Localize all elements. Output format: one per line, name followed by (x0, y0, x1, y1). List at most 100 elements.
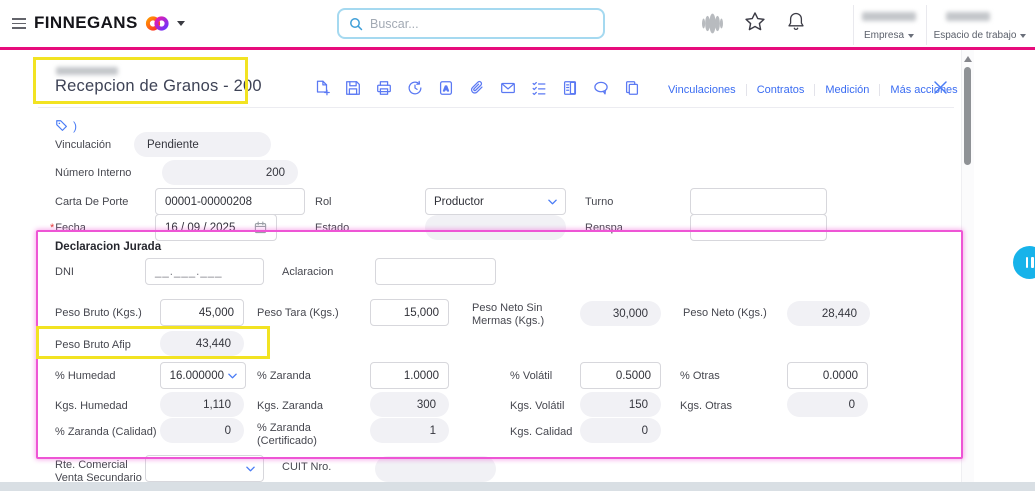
star-icon[interactable] (744, 11, 766, 33)
field-label: Rol (315, 196, 332, 208)
workspace-selector-label: Espacio de trabajo (933, 30, 1017, 41)
field-label: Peso Neto Sin Mermas (Kgs.) (472, 302, 545, 327)
document-a-icon[interactable]: A (437, 79, 455, 97)
topbar: FINNEGANS Buscar... (0, 0, 1035, 50)
link-contratos[interactable]: Contratos (747, 84, 816, 96)
chevron-down-icon (246, 466, 255, 471)
kgs-humedad-value: 1,110 (160, 392, 244, 417)
peso-neto-sin-mermas-value: 30,000 (580, 301, 661, 326)
calendar-icon[interactable] (254, 221, 267, 234)
search-input[interactable]: Buscar... (337, 8, 605, 39)
turno-input[interactable] (690, 188, 827, 215)
field-label: % Zaranda (Calidad) (55, 426, 157, 438)
kgs-otras-value: 0 (787, 392, 868, 417)
divider (853, 5, 854, 45)
aclaracion-input[interactable] (375, 258, 496, 285)
field-label: *Fecha (50, 222, 86, 234)
print-icon[interactable] (375, 79, 393, 97)
pause-icon (1031, 257, 1034, 268)
pct-otras-input[interactable]: 0.0000 (787, 362, 868, 389)
kgs-zaranda-value: 300 (370, 392, 449, 417)
email-icon[interactable] (499, 79, 517, 97)
field-label: Kgs. Zaranda (257, 400, 324, 412)
assistant-icon[interactable] (699, 10, 726, 37)
report-icon[interactable] (561, 79, 579, 97)
brand[interactable]: FINNEGANS (34, 13, 185, 33)
document-toolbar: A (313, 79, 641, 97)
rol-select[interactable]: Productor (425, 188, 566, 215)
comment-icon[interactable] (592, 79, 610, 97)
chevron-down-icon (1020, 34, 1027, 38)
chevron-down-icon (908, 34, 914, 38)
company-selector-label: Empresa (863, 30, 904, 41)
pct-zaranda-input[interactable]: 1.0000 (370, 362, 449, 389)
cuit-nro-value (375, 456, 496, 482)
pause-icon (1025, 257, 1028, 268)
attachment-icon[interactable] (468, 79, 486, 97)
numero-interno-value: 200 (162, 160, 298, 185)
tag-control[interactable]: ) (55, 119, 77, 133)
field-label: Número Interno (55, 167, 132, 179)
field-label: Aclaracion (282, 266, 334, 278)
link-medicion[interactable]: Medición (815, 84, 881, 96)
field-label: % Zaranda (Certificado) (257, 422, 317, 447)
field-label: Kgs. Otras (680, 400, 732, 412)
redacted-company-name (862, 12, 916, 21)
link-vinculaciones[interactable]: Vinculaciones (658, 84, 747, 96)
pct-volatil-input[interactable]: 0.5000 (580, 362, 661, 389)
field-label: % Otras (680, 370, 720, 382)
scroll-up-icon[interactable] (964, 56, 972, 62)
peso-bruto-input[interactable]: 45,000 (160, 299, 244, 326)
field-label: Peso Bruto (Kgs.) (55, 307, 142, 319)
close-icon[interactable] (933, 80, 948, 95)
peso-bruto-afip-value: 43,440 (160, 331, 244, 356)
dni-input[interactable]: __.___.___ (145, 258, 264, 285)
save-icon[interactable] (344, 79, 362, 97)
bottom-edge-strip (0, 482, 1035, 491)
brand-caret-down-icon[interactable] (176, 20, 185, 26)
field-label: Kgs. Calidad (510, 426, 573, 438)
kgs-calidad-value: 0 (580, 418, 661, 443)
brand-name: FINNEGANS (34, 13, 138, 32)
svg-text:A: A (443, 84, 449, 93)
history-icon[interactable] (406, 79, 424, 97)
section-heading: Declaracion Jurada (55, 241, 162, 253)
field-label: Peso Bruto Afip (55, 339, 131, 351)
side-panel-toggle-button[interactable] (1013, 246, 1035, 279)
pct-zaranda-calidad-value: 0 (160, 418, 244, 443)
peso-tara-input[interactable]: 15,000 (370, 299, 449, 326)
field-label: Turno (585, 196, 614, 208)
checklist-icon[interactable] (530, 79, 548, 97)
redacted-workspace-name (946, 12, 990, 21)
carta-de-porte-input[interactable]: 00001-00000208 (155, 188, 305, 215)
redacted-subtitle (56, 67, 118, 75)
scrollbar-thumb[interactable] (964, 67, 971, 165)
chevron-down-icon (548, 199, 557, 204)
workspace-selector[interactable]: Espacio de trabajo (928, 30, 1032, 41)
page-title: Recepcion de Granos - 200 (55, 77, 262, 95)
copy-icon[interactable] (623, 79, 641, 97)
field-label: Kgs. Volátil (510, 400, 565, 412)
new-document-icon[interactable] (313, 79, 331, 97)
field-label: CUIT Nro. (282, 461, 332, 473)
kgs-volatil-value: 150 (580, 392, 661, 417)
estado-value (425, 215, 566, 240)
menu-icon[interactable] (12, 18, 26, 29)
pct-zaranda-certificado-value: 1 (370, 418, 449, 443)
field-label: Kgs. Humedad (55, 400, 128, 412)
fecha-input[interactable]: 16 / 09 / 2025 (155, 214, 277, 241)
field-label: Carta De Porte (55, 196, 129, 208)
field-label: % Zaranda (257, 370, 311, 382)
field-label: % Volátil (510, 370, 553, 382)
rte-comercial-select[interactable] (145, 455, 264, 482)
search-placeholder: Buscar... (370, 16, 419, 31)
field-label: Peso Tara (Kgs.) (257, 307, 339, 319)
field-label: Renspa (585, 222, 623, 234)
renspa-input[interactable] (690, 214, 827, 241)
bell-icon[interactable] (786, 11, 806, 33)
tag-adornment: ) (73, 119, 77, 133)
field-label: Vinculación (55, 139, 112, 151)
company-selector[interactable]: Empresa (856, 30, 922, 41)
pct-humedad-select[interactable]: 16.000000 (160, 362, 246, 389)
